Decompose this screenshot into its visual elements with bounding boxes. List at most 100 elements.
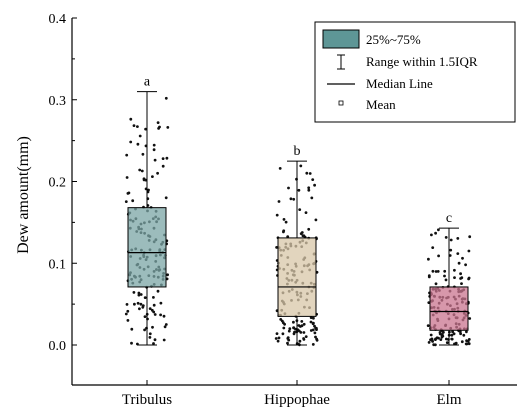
data-point (132, 291, 136, 294)
data-point (443, 269, 447, 273)
data-point (286, 341, 289, 345)
data-point (444, 236, 448, 239)
data-point (138, 168, 142, 172)
data-point (152, 303, 156, 307)
data-point (298, 339, 302, 343)
data-point (287, 329, 291, 333)
data-point (467, 249, 471, 253)
data-point (136, 142, 140, 146)
data-point (460, 276, 464, 280)
data-point (153, 313, 157, 316)
data-point (292, 332, 296, 336)
data-point (467, 276, 471, 280)
data-point (444, 278, 448, 282)
data-point (315, 337, 318, 341)
legend-whisker-icon (337, 54, 345, 70)
data-point (143, 315, 147, 318)
data-point (467, 338, 471, 341)
data-point (152, 148, 156, 152)
data-point (282, 218, 286, 221)
data-point (130, 341, 133, 345)
data-point (467, 342, 471, 346)
data-point (282, 326, 286, 330)
data-point (156, 289, 160, 293)
data-point (165, 156, 169, 160)
data-point (309, 316, 313, 319)
data-point (437, 336, 440, 340)
data-point (437, 228, 440, 232)
y-ticks: 0.0 0.1 0.2 0.3 0.4 (49, 12, 77, 354)
data-point (275, 332, 279, 335)
data-point (308, 172, 312, 175)
data-point (275, 213, 279, 217)
data-point (427, 274, 431, 278)
data-point (427, 341, 431, 344)
data-point (314, 218, 318, 222)
data-point (457, 261, 461, 265)
data-point (461, 256, 464, 260)
data-point (157, 126, 161, 130)
data-point (132, 124, 136, 127)
data-point (456, 237, 460, 240)
data-point (452, 332, 456, 336)
data-point (275, 246, 278, 249)
data-point (137, 293, 141, 297)
data-point (311, 178, 315, 182)
data-point (276, 339, 280, 343)
significance-letter: a (144, 75, 151, 90)
y-tick-label: 0.4 (49, 12, 67, 27)
data-point (439, 338, 443, 341)
x-ticks: Tribulus Hippophae Elm (122, 380, 462, 408)
data-point (125, 153, 129, 157)
data-point (162, 338, 166, 342)
iqr-box (277, 237, 317, 317)
data-point (138, 134, 142, 138)
data-point (431, 246, 435, 250)
x-tick-label: Elm (437, 392, 462, 408)
data-point (286, 235, 290, 239)
data-point (136, 301, 140, 305)
data-point (436, 270, 440, 273)
data-point (450, 333, 454, 337)
data-point (432, 343, 436, 347)
legend-mean-marker (338, 100, 344, 106)
data-point (139, 302, 143, 306)
data-point (281, 332, 285, 336)
data-point (141, 304, 145, 307)
data-point (309, 329, 313, 332)
data-point (307, 186, 311, 190)
data-point (456, 252, 460, 256)
data-point (434, 338, 437, 341)
data-point (162, 314, 166, 318)
data-point (136, 125, 139, 128)
data-point (453, 268, 456, 272)
data-point (431, 269, 435, 273)
data-point (166, 273, 170, 277)
data-point (460, 282, 463, 285)
data-point (126, 309, 130, 313)
data-point (462, 333, 466, 337)
legend-box-swatch (322, 29, 360, 49)
data-point (307, 227, 311, 231)
data-point (300, 324, 304, 328)
data-point (281, 321, 285, 325)
data-point (152, 143, 156, 147)
data-point (427, 257, 430, 261)
y-tick-label: 0.0 (49, 339, 67, 354)
data-point (434, 270, 438, 273)
data-point (125, 176, 129, 179)
data-point (156, 121, 160, 124)
legend: 25%~75% Range within 1.5IQR Median Line … (314, 21, 516, 123)
data-point (152, 310, 156, 314)
data-point (140, 169, 144, 173)
data-point (148, 307, 152, 310)
data-point (302, 331, 306, 334)
legend-label-mean: Mean (366, 97, 396, 112)
data-point (468, 317, 472, 320)
data-point (449, 248, 453, 252)
data-point (298, 208, 302, 212)
data-point (279, 318, 283, 321)
data-point (464, 263, 467, 267)
data-point (465, 339, 468, 343)
data-point (127, 191, 131, 195)
